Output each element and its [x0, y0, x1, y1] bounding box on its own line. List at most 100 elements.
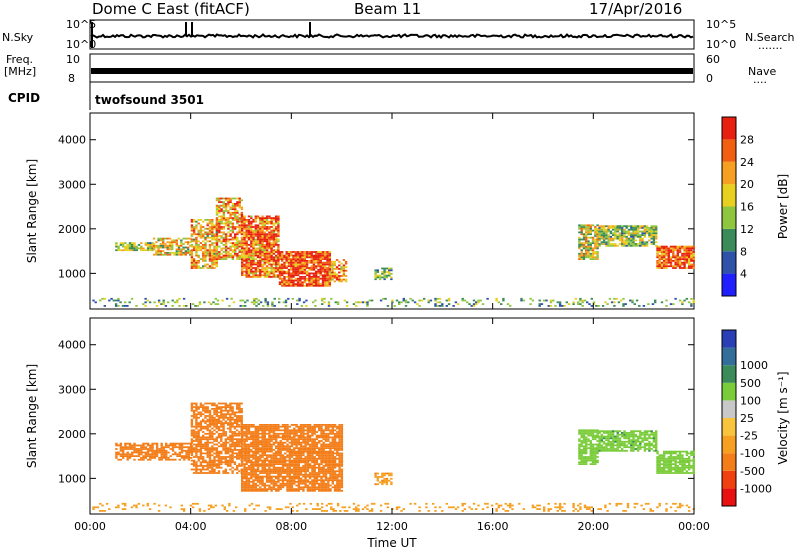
- echo-cell: [238, 434, 241, 437]
- echo-cell: [326, 274, 329, 277]
- echo-cell: [231, 236, 235, 239]
- echo-cell: [241, 438, 244, 441]
- echo-cell: [238, 450, 241, 453]
- echo-cell: [685, 256, 689, 259]
- echo-cell: [272, 263, 276, 266]
- echo-cell: [319, 254, 322, 257]
- echo-cell: [220, 450, 223, 453]
- echo-cell: [177, 252, 181, 254]
- echo-cell: [282, 301, 285, 304]
- echo-cell: [594, 244, 597, 246]
- echo-cell: [322, 482, 325, 485]
- echo-cell: [259, 263, 262, 266]
- echo-cell: [669, 506, 673, 509]
- echo-cell: [323, 297, 326, 300]
- freq-panel-frame: [89, 53, 695, 83]
- echo-cell: [169, 444, 172, 447]
- echo-cell: [324, 254, 327, 257]
- echo-cell: [171, 446, 175, 449]
- echo-cell: [279, 452, 282, 455]
- echo-cell: [261, 226, 264, 228]
- echo-cell: [641, 241, 644, 244]
- echo-cell: [596, 251, 599, 253]
- echo-cell: [101, 504, 104, 507]
- echo-cell: [302, 468, 305, 471]
- echo-cell: [304, 450, 307, 453]
- echo-cell: [390, 278, 393, 281]
- echo-cell: [623, 228, 626, 231]
- echo-cell: [192, 415, 196, 417]
- echo-cell: [199, 452, 203, 455]
- echo-cell: [165, 446, 168, 449]
- echo-cell: [173, 252, 176, 254]
- echo-cell: [243, 222, 246, 225]
- echo-cell: [306, 456, 310, 458]
- echo-cell: [128, 442, 132, 445]
- echo-cell: [195, 418, 198, 421]
- echo-cell: [272, 424, 276, 426]
- echo-cell: [311, 481, 314, 483]
- echo-cell: [226, 449, 230, 451]
- echo-cell: [252, 466, 255, 469]
- echo-cell: [135, 451, 138, 454]
- echo-cell: [215, 449, 218, 451]
- echo-cell: [292, 272, 295, 275]
- echo-cell: [236, 242, 239, 244]
- echo-cell: [268, 274, 271, 277]
- echo-cell: [210, 303, 213, 305]
- echo-cell: [275, 235, 278, 237]
- echo-cell: [169, 455, 172, 457]
- echo-cell: [277, 226, 280, 228]
- echo-cell: [119, 242, 123, 244]
- echo-cell: [155, 246, 158, 249]
- echo-cell: [180, 248, 183, 251]
- echo-cell: [685, 258, 689, 260]
- echo-cell: [296, 265, 300, 268]
- echo-cell: [105, 502, 109, 505]
- echo-cell: [236, 204, 239, 207]
- echo-cell: [190, 229, 194, 232]
- echo-cell: [315, 276, 318, 278]
- echo-cell: [286, 463, 289, 465]
- echo-cell: [563, 305, 566, 307]
- echo-cell: [287, 281, 291, 284]
- echo-cell: [250, 472, 253, 474]
- echo-cell: [216, 303, 220, 305]
- echo-cell: [312, 251, 316, 253]
- echo-cell: [277, 477, 280, 480]
- echo-cell: [582, 238, 586, 241]
- echo-cell: [328, 252, 331, 255]
- echo-cell: [305, 265, 309, 268]
- echo-cell: [254, 425, 257, 428]
- echo-cell: [206, 463, 209, 465]
- echo-cell: [640, 504, 643, 507]
- echo-cell: [190, 415, 194, 417]
- echo-cell: [301, 270, 304, 273]
- echo-cell: [290, 436, 294, 439]
- echo-cell: [204, 260, 207, 262]
- echo-cell: [578, 247, 581, 250]
- echo-cell: [174, 453, 177, 456]
- echo-cell: [208, 438, 212, 441]
- echo-cell: [333, 262, 336, 265]
- echo-cell: [587, 233, 590, 236]
- echo-cell: [293, 461, 296, 464]
- echo-cell: [588, 506, 591, 509]
- echo-cell: [284, 436, 287, 439]
- echo-cell: [126, 305, 129, 307]
- echo-cell: [275, 441, 278, 444]
- echo-cell: [293, 429, 296, 432]
- echo-cell: [241, 231, 244, 234]
- echo-cell: [117, 504, 120, 507]
- echo-cell: [199, 465, 203, 467]
- echo-cell: [284, 482, 287, 485]
- echo-cell: [295, 440, 298, 442]
- echo-cell: [245, 486, 248, 489]
- echo-cell: [211, 418, 214, 421]
- echo-cell: [683, 260, 686, 262]
- echo-cell: [263, 472, 266, 474]
- echo-cell: [241, 443, 244, 446]
- echo-cell: [690, 265, 693, 268]
- echo-cell: [202, 244, 205, 246]
- echo-cell: [425, 506, 428, 509]
